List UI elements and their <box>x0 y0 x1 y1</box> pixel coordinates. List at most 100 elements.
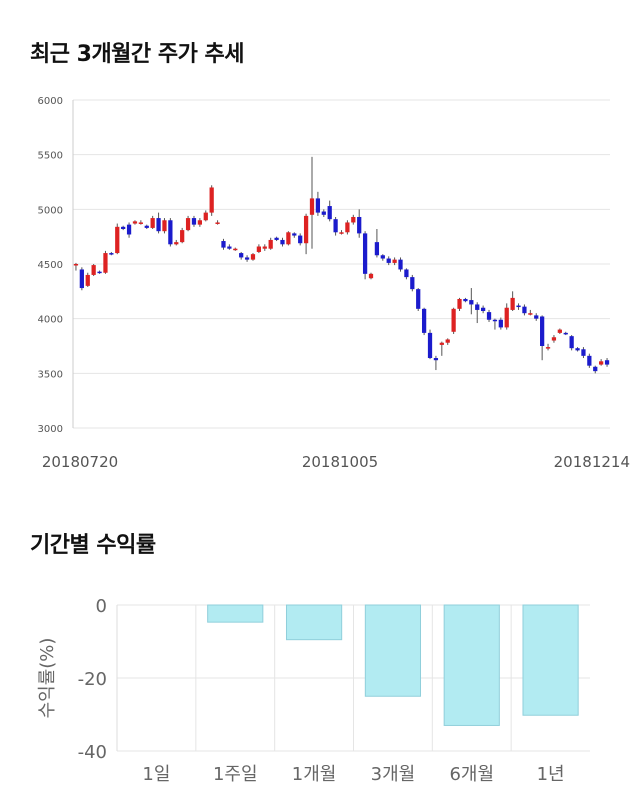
candle-body <box>569 336 574 349</box>
candle-body <box>227 246 232 249</box>
candle-body <box>587 355 592 366</box>
candle-body <box>427 332 433 359</box>
candle-body <box>410 277 415 290</box>
candle-body <box>144 225 149 228</box>
candle-body <box>162 220 167 232</box>
candle-body <box>492 319 498 322</box>
candle-body <box>540 316 545 346</box>
candle-body <box>392 259 397 263</box>
candle-body <box>185 218 191 231</box>
candle-body <box>321 211 326 215</box>
return-bar <box>364 604 422 697</box>
candle-body <box>315 198 321 213</box>
candle-body <box>180 230 185 243</box>
candle-body <box>256 246 262 252</box>
candle-body <box>599 361 604 365</box>
candle-body <box>126 224 132 235</box>
candle-body <box>545 347 551 349</box>
bar-x-tick-label: 1주일 <box>213 764 258 785</box>
bar-x-tick-label: 6개월 <box>449 764 494 785</box>
candle-body <box>150 218 155 228</box>
candle-body <box>386 258 391 263</box>
candle-x-tick-label: 20181005 <box>302 453 378 470</box>
candle-body <box>445 339 450 343</box>
candle-y-tick-label: 5000 <box>38 205 63 216</box>
candle-y-tick-label: 4000 <box>38 315 63 326</box>
candle-series <box>73 156 610 374</box>
candle-body <box>138 222 143 224</box>
candle-body <box>91 265 96 275</box>
bar-x-tick-label: 1년 <box>537 764 565 785</box>
candle-body <box>303 215 309 244</box>
candle-body <box>298 235 303 244</box>
candle-body <box>174 242 179 245</box>
candle-body <box>221 241 226 248</box>
candle-body <box>215 222 220 224</box>
candle-body <box>274 237 279 240</box>
candle-body <box>457 298 462 309</box>
return-bar <box>522 604 579 716</box>
period-return-title: 기간별 수익률 <box>30 533 156 558</box>
candle-body <box>333 219 338 233</box>
candle-body <box>262 246 267 249</box>
candle-body <box>475 304 480 310</box>
candle-body <box>209 187 214 213</box>
bar-grid <box>116 604 590 752</box>
candle-body <box>398 259 403 270</box>
candle-body <box>557 329 562 333</box>
candle-body <box>498 319 503 328</box>
candle-body <box>551 337 557 341</box>
candle-body <box>339 232 344 234</box>
candle-body <box>575 348 580 351</box>
candle-body <box>109 253 114 255</box>
candle-body <box>534 315 539 319</box>
bar-y-tick-label: -20 <box>78 669 107 690</box>
candle-body <box>486 312 492 320</box>
candle-x-tick-labels: 20180720 20181005 20181214 <box>42 453 630 470</box>
bar-y-tick-label: -40 <box>78 742 107 763</box>
candle-body <box>79 269 84 289</box>
candle-body <box>374 242 380 256</box>
candle-body <box>451 308 456 332</box>
candle-y-tick-label: 4500 <box>38 260 63 271</box>
candle-body <box>469 300 474 305</box>
candle-body <box>197 220 202 225</box>
stock-trend-title: 최근 3개월간 주가 추세 <box>30 42 244 67</box>
candle-y-tick-labels: 3000 3500 4000 4500 5000 5500 6000 <box>38 96 63 435</box>
candle-body <box>280 239 285 245</box>
candle-body <box>168 220 173 245</box>
candle-body <box>351 216 356 223</box>
candle-body <box>309 198 315 215</box>
bar-series <box>207 604 579 726</box>
candle-body <box>268 239 273 249</box>
candle-body <box>439 342 444 345</box>
candle-y-tick-label: 3500 <box>38 369 63 380</box>
candle-body <box>528 313 533 315</box>
candle-body <box>327 206 332 220</box>
bar-y-tick-label: 0 <box>96 596 107 617</box>
candle-x-tick-label: 20181214 <box>554 453 630 470</box>
candle-body <box>357 216 362 234</box>
candle-body <box>404 269 409 278</box>
bar-y-tick-labels: 0 -20 -40 <box>78 596 107 763</box>
candle-body <box>115 226 120 254</box>
candle-y-tick-label: 5500 <box>38 151 63 162</box>
return-bar <box>285 604 343 641</box>
candle-body <box>368 273 374 279</box>
candle-body <box>380 255 385 259</box>
candle-body <box>156 218 161 232</box>
candle-body <box>121 226 126 230</box>
candle-body <box>604 360 610 365</box>
candle-body <box>504 307 509 328</box>
candle-body <box>239 253 244 258</box>
candle-y-tick-label: 3000 <box>38 424 63 435</box>
period-return-bar-chart: 0 -20 -40 1일 1주일 1개월 3개월 6개월 1년 수익률(%) <box>37 596 590 785</box>
candle-body <box>203 212 208 221</box>
bar-x-tick-label: 3개월 <box>371 764 416 785</box>
candle-body <box>244 257 250 260</box>
bar-x-tick-label: 1일 <box>142 764 170 785</box>
candle-body <box>433 358 439 361</box>
candle-body <box>132 221 138 224</box>
candle-body <box>421 308 427 333</box>
candle-body <box>191 218 197 225</box>
